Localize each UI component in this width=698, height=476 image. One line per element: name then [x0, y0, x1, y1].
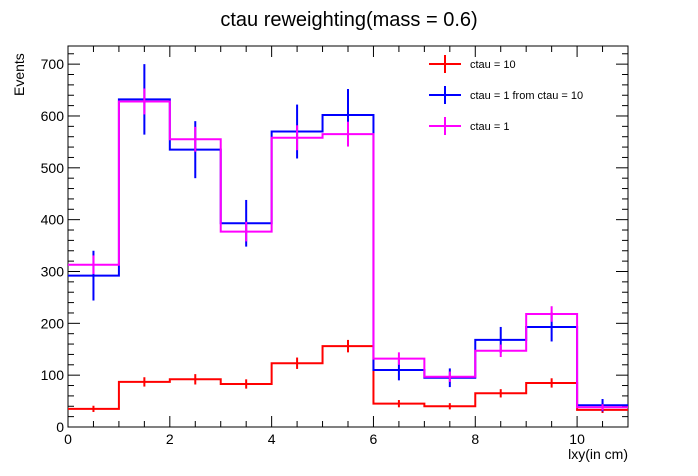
x-tick-label: 6: [370, 431, 378, 447]
series-2-histogram: [68, 100, 628, 409]
y-tick-label: 100: [41, 367, 65, 383]
x-axis-label: lxy(in cm): [568, 446, 628, 462]
legend-label: ctau = 10: [470, 59, 516, 71]
x-tick-label: 10: [569, 431, 585, 447]
legend-label: ctau = 1 from ctau = 10: [470, 90, 583, 102]
y-tick-label: 500: [41, 160, 65, 176]
x-tick-label: 0: [64, 431, 72, 447]
x-tick-label: 8: [471, 431, 479, 447]
y-tick-label: 600: [41, 108, 65, 124]
y-tick-label: 700: [41, 56, 65, 72]
legend-label: ctau = 1: [470, 121, 509, 133]
x-tick-label: 2: [166, 431, 174, 447]
y-tick-label: 0: [56, 419, 64, 435]
y-tick-label: 300: [41, 263, 65, 279]
series-0-histogram: [68, 345, 628, 411]
y-tick-label: 400: [41, 212, 65, 228]
legend: ctau = 10 ctau = 1 from ctau = 10 ctau = 1: [429, 55, 583, 135]
x-tick-label: 4: [268, 431, 276, 447]
y-tick-label: 200: [41, 315, 65, 331]
chart-title: ctau reweighting(mass = 0.6): [220, 9, 477, 31]
y-axis-label: Events: [11, 53, 27, 96]
